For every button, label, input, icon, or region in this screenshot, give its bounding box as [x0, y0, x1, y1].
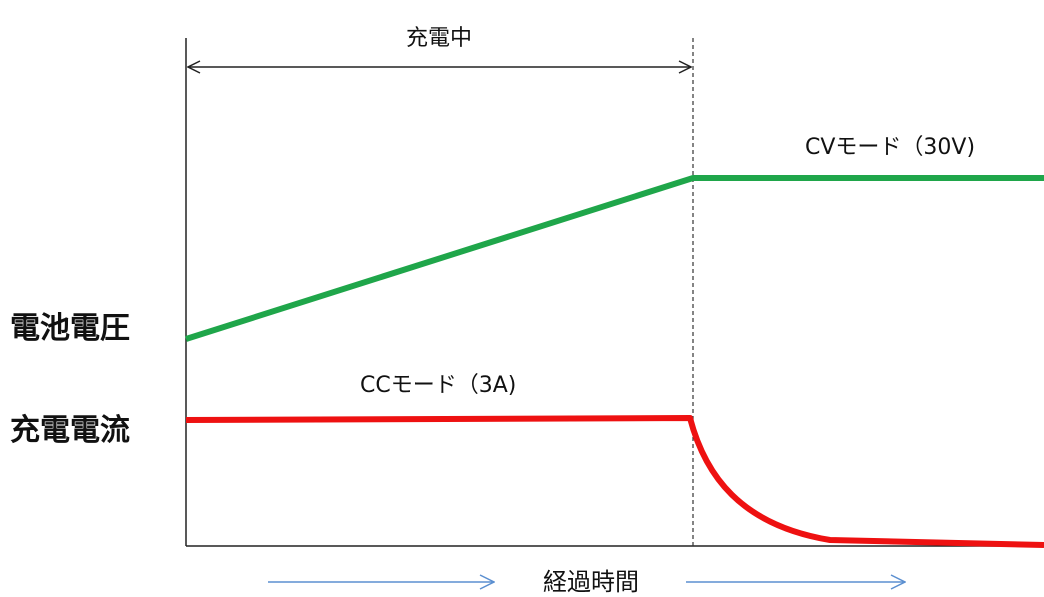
- voltage-curve: [185, 175, 1044, 342]
- elapsed-time-label: 経過時間: [543, 568, 639, 596]
- charging-current-label: 充電電流: [10, 413, 130, 448]
- cc-mode-label: CCモード（3A): [360, 373, 516, 398]
- charging-label: 充電中: [406, 26, 472, 51]
- cv-mode-label: CVモード（30V): [805, 135, 975, 160]
- battery-voltage-label: 電池電圧: [10, 311, 130, 346]
- current-curve: [185, 415, 1044, 548]
